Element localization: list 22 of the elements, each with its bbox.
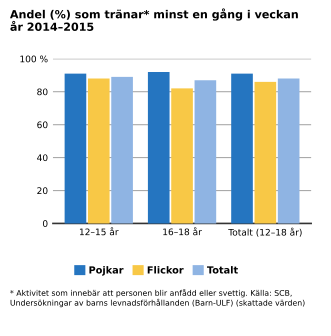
bar — [88, 78, 110, 224]
bar — [148, 72, 170, 224]
y-tick-label: 60 — [37, 121, 48, 128]
bar — [278, 78, 300, 224]
chart-title: Andel (%) som tränar* minst en gång i veckan år 2014–2015 — [10, 8, 298, 31]
legend-label: Pojkar — [89, 266, 124, 276]
y-tick-label: 0 — [42, 220, 48, 227]
bar — [231, 74, 253, 224]
legend-label: Flickor — [148, 266, 184, 274]
legend-label: Totalt — [206, 266, 238, 274]
x-tick-label: Totalt (12–18 år) — [228, 228, 302, 237]
x-tick-label: 12–15 år — [80, 227, 119, 236]
bar — [194, 80, 216, 224]
y-tick-label: 20 — [37, 187, 48, 194]
bar — [254, 82, 276, 224]
bar — [64, 74, 86, 224]
y-tick-label: 40 — [37, 154, 48, 162]
x-tick-label: 16–18 år — [163, 227, 202, 236]
bar — [171, 88, 193, 224]
y-tick-label: 100 % — [20, 56, 48, 62]
bar — [111, 76, 133, 224]
y-tick-label: 80 — [37, 88, 48, 96]
